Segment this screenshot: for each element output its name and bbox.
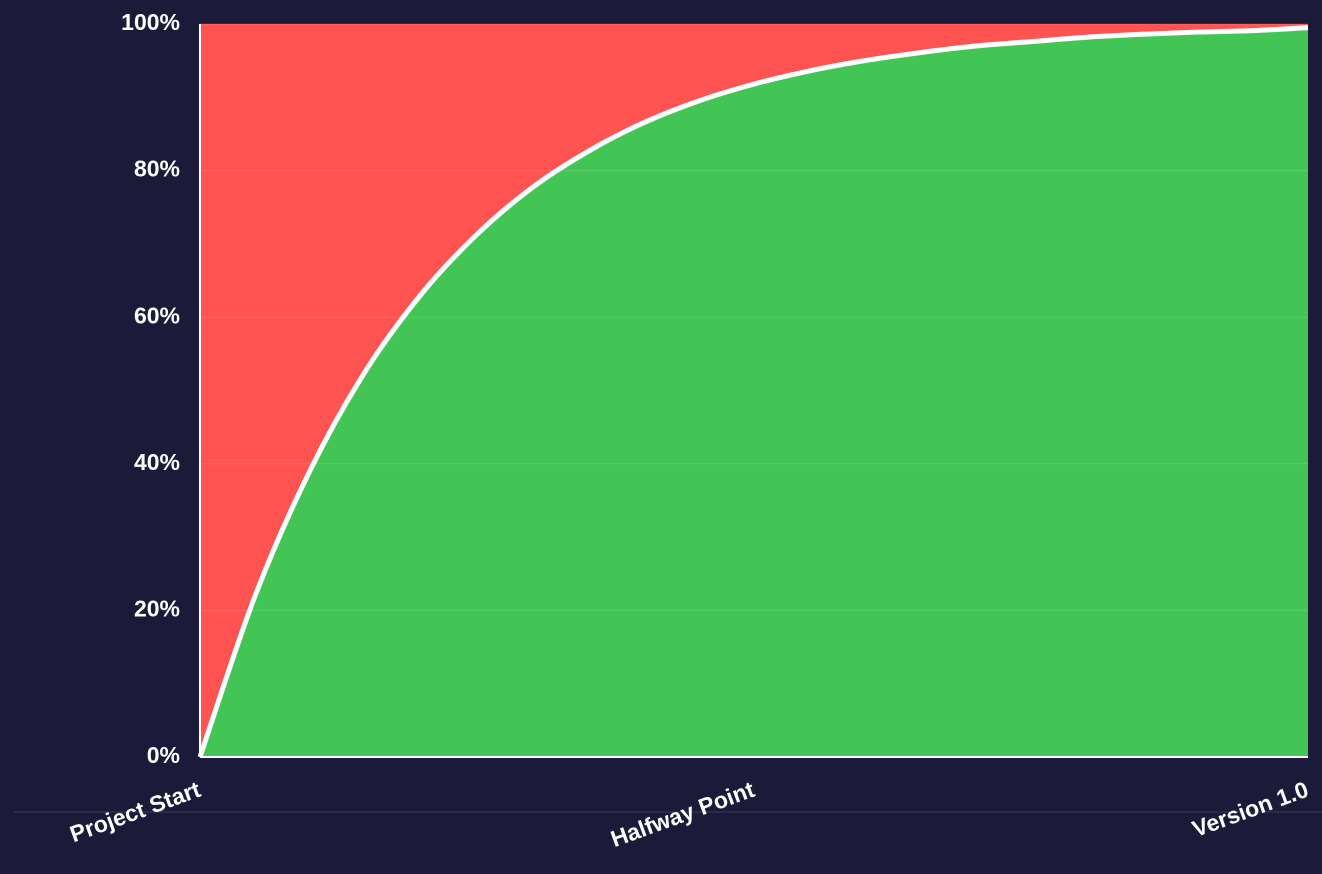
y-tick-label: 80% [134,156,180,182]
y-tick-label: 40% [134,449,180,475]
y-tick-label: 100% [121,9,180,35]
y-tick-label: 60% [134,302,180,328]
line [197,25,1309,758]
y-tick-label: 20% [134,595,180,621]
y-tick-label: 0% [147,742,180,768]
area [200,27,1308,758]
